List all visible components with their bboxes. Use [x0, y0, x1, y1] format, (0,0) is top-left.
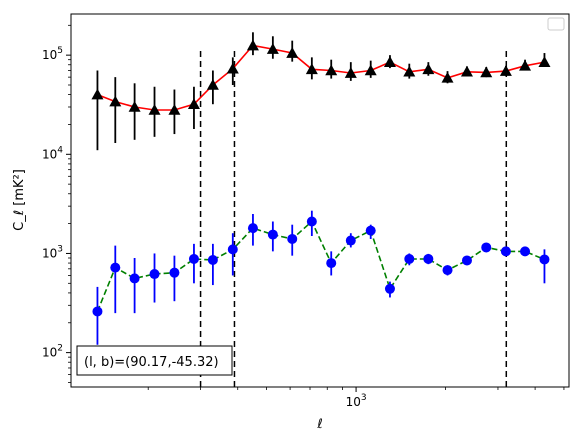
- data-point-triangle: [128, 100, 141, 112]
- data-point-triangle: [480, 66, 493, 78]
- data-point-triangle: [226, 62, 239, 74]
- vertical-lines: [199, 51, 508, 387]
- data-point-triangle: [109, 95, 122, 107]
- legend-box: [547, 17, 565, 31]
- data-point-circle: [539, 254, 550, 265]
- data-point-triangle: [168, 103, 181, 115]
- data-point-triangle: [305, 63, 318, 75]
- data-point-circle: [207, 254, 218, 265]
- y-tick-label: 103: [42, 244, 63, 260]
- data-point-circle: [345, 235, 356, 246]
- data-point-circle: [461, 255, 472, 266]
- data-point-circle: [267, 229, 278, 240]
- data-point-triangle: [519, 59, 532, 71]
- annotation-box: (l, b)=(90.17,-45.32): [76, 345, 233, 376]
- data-point-circle: [92, 306, 103, 317]
- data-point-triangle: [91, 88, 104, 100]
- data-point-circle: [384, 283, 395, 294]
- data-point-triangle: [538, 56, 551, 67]
- legend: [547, 17, 565, 31]
- data-point-triangle: [266, 43, 279, 54]
- data-point-circle: [365, 225, 376, 236]
- data-point-circle: [110, 262, 121, 273]
- data-point-triangle: [325, 64, 338, 76]
- data-point-circle: [500, 246, 511, 257]
- annotation-text: (l, b)=(90.17,-45.32): [84, 355, 219, 370]
- data-point-circle: [129, 273, 140, 284]
- series-1: [91, 32, 551, 151]
- data-point-circle: [520, 246, 531, 257]
- data-point-circle: [306, 216, 317, 227]
- y-tick-label: 102: [42, 344, 63, 360]
- y-axis-label: C_ℓ [mK²]: [12, 169, 27, 231]
- y-tick-label: 104: [42, 145, 63, 161]
- data-point-triangle: [286, 47, 299, 58]
- data-point-triangle: [460, 65, 473, 77]
- data-point-triangle: [422, 63, 435, 75]
- data-point-triangle: [383, 56, 396, 67]
- data-point-circle: [481, 242, 492, 253]
- data-point-triangle: [246, 39, 259, 51]
- data-point-circle: [423, 253, 434, 264]
- data-point-circle: [404, 253, 415, 264]
- data-point-triangle: [364, 64, 377, 76]
- x-axis-label: ℓ: [316, 417, 322, 432]
- plot-frame: [70, 13, 570, 388]
- data-point-triangle: [344, 67, 357, 78]
- data-point-circle: [149, 269, 160, 280]
- data-point-circle: [227, 244, 238, 255]
- data-point-triangle: [148, 103, 161, 115]
- data-point-triangle: [441, 71, 454, 83]
- series-layer: [91, 32, 551, 345]
- data-point-triangle: [187, 98, 200, 110]
- y-tick-label: 105: [42, 46, 63, 62]
- data-point-circle: [442, 265, 453, 276]
- data-point-circle: [247, 223, 258, 234]
- data-point-triangle: [403, 65, 416, 77]
- axis-ticks: 102 103 104 105 103: [42, 24, 565, 409]
- data-point-circle: [287, 233, 298, 244]
- data-point-circle: [169, 267, 180, 278]
- data-point-triangle: [206, 78, 219, 90]
- series-2: [92, 210, 550, 345]
- data-point-circle: [326, 258, 337, 269]
- annotation-frame: [76, 345, 233, 376]
- data-point-triangle: [499, 65, 512, 76]
- data-point-circle: [188, 253, 199, 264]
- x-tick-label: 103: [346, 393, 367, 409]
